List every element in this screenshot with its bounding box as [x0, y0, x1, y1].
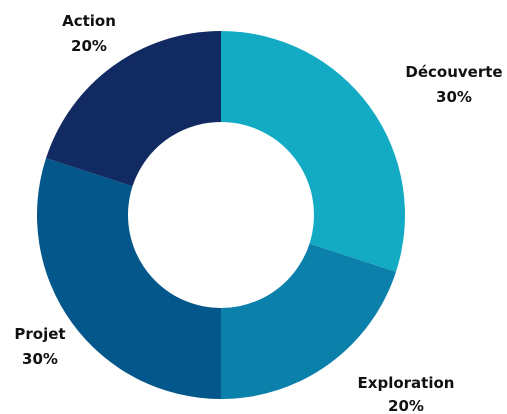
slice-label-name: Action — [62, 12, 116, 30]
slice-label-name: Découverte — [405, 63, 502, 81]
slice-label-projet: Projet 30% — [14, 325, 65, 368]
slice-label-exploration: Exploration 20% — [358, 374, 455, 414]
slice-label-decouverte: Découverte 30% — [405, 63, 502, 106]
slice-label-name: Exploration — [358, 374, 455, 392]
slice-label-value: 30% — [22, 350, 58, 368]
slice-label-value: 30% — [436, 88, 472, 106]
labels-layer: Découverte 30% Exploration 20% Projet 30… — [14, 12, 502, 414]
donut-hole — [128, 122, 314, 308]
slice-label-action: Action 20% — [62, 12, 116, 55]
slice-label-value: 20% — [71, 37, 107, 55]
slice-label-name: Projet — [14, 325, 65, 343]
slice-label-value: 20% — [388, 397, 424, 414]
